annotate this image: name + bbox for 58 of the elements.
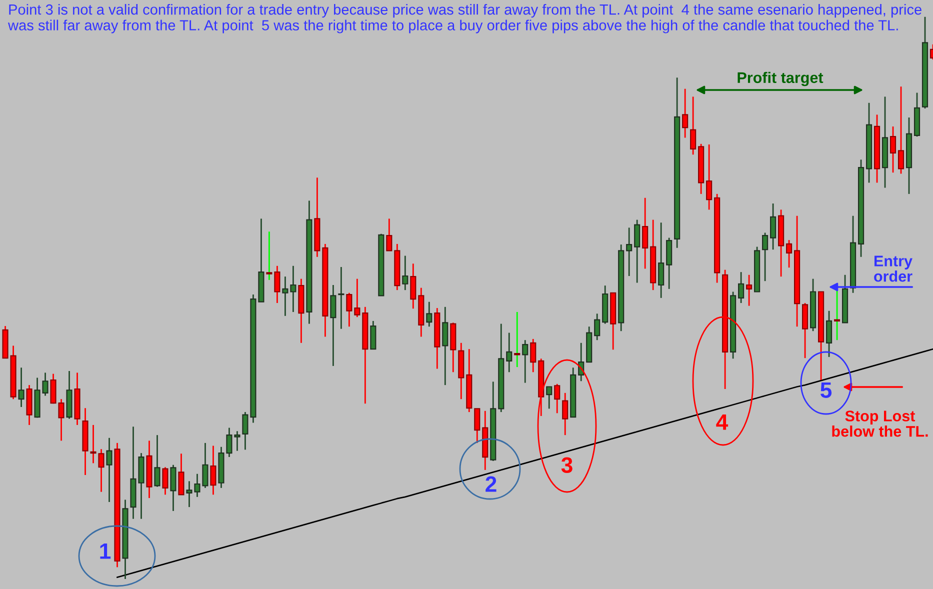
candlestick <box>106 437 112 503</box>
annotation: Entry order <box>874 256 912 282</box>
candlestick <box>274 265 280 304</box>
candlestick <box>354 278 360 318</box>
candlestick <box>178 452 184 496</box>
candlestick <box>738 271 744 304</box>
candlestick <box>170 464 176 512</box>
candlestick <box>826 310 832 358</box>
candlestick <box>474 408 480 444</box>
annotation: 2 <box>486 476 496 492</box>
annotation: 3 <box>561 457 572 473</box>
candlestick <box>626 226 632 277</box>
annotation: Point 3 is not a valid confirmation for a trade entry because price was still far away from the TL. At point 4 the same esenario happened, price was still far away from the TL. At point 5 was the right time to place a buy order five pips above the high of the candle that touched the TL. <box>8 4 922 34</box>
candlestick <box>370 320 376 350</box>
annotation: 5 <box>820 382 832 398</box>
candlestick <box>890 126 896 174</box>
annotation: Profit target <box>738 72 824 86</box>
annotation: 4 <box>716 414 728 430</box>
candlestick <box>898 86 904 174</box>
candlestick <box>266 230 272 281</box>
candlestick <box>834 290 840 341</box>
candlestick <box>530 338 536 373</box>
candlestick <box>770 202 776 250</box>
candlestick <box>746 274 752 306</box>
candlestick <box>226 427 232 458</box>
candlestick <box>346 292 352 328</box>
candlestick <box>562 392 568 436</box>
candlestick <box>554 383 560 414</box>
candlestick <box>410 262 416 310</box>
annotation: Stop Lost below the TL. <box>832 410 928 437</box>
candlestick <box>162 466 168 496</box>
candlestick <box>594 312 600 341</box>
annotation: 1 <box>100 543 111 559</box>
candlestick <box>210 445 216 496</box>
candlestick <box>330 284 336 367</box>
candlestick <box>154 434 160 488</box>
candlestick <box>786 239 792 268</box>
candlestick <box>290 265 296 313</box>
candlestick <box>242 411 248 450</box>
candlestick <box>18 366 24 408</box>
candlestick <box>506 332 512 373</box>
candlestick <box>386 218 392 252</box>
candlestick <box>642 197 648 270</box>
candlestick <box>402 255 408 291</box>
candlestick <box>634 219 640 284</box>
candlestick <box>234 430 240 452</box>
candlestick <box>426 301 432 328</box>
candlestick <box>282 276 288 317</box>
candlestick <box>658 222 664 299</box>
candlestick <box>338 266 344 330</box>
candlestick <box>690 96 696 156</box>
candlestick <box>522 339 528 384</box>
candlestick <box>442 306 448 386</box>
candlestick <box>546 386 552 410</box>
candlestick <box>682 88 688 138</box>
candlestick <box>514 311 520 368</box>
candlestick <box>706 144 712 210</box>
candlestick <box>762 232 768 282</box>
